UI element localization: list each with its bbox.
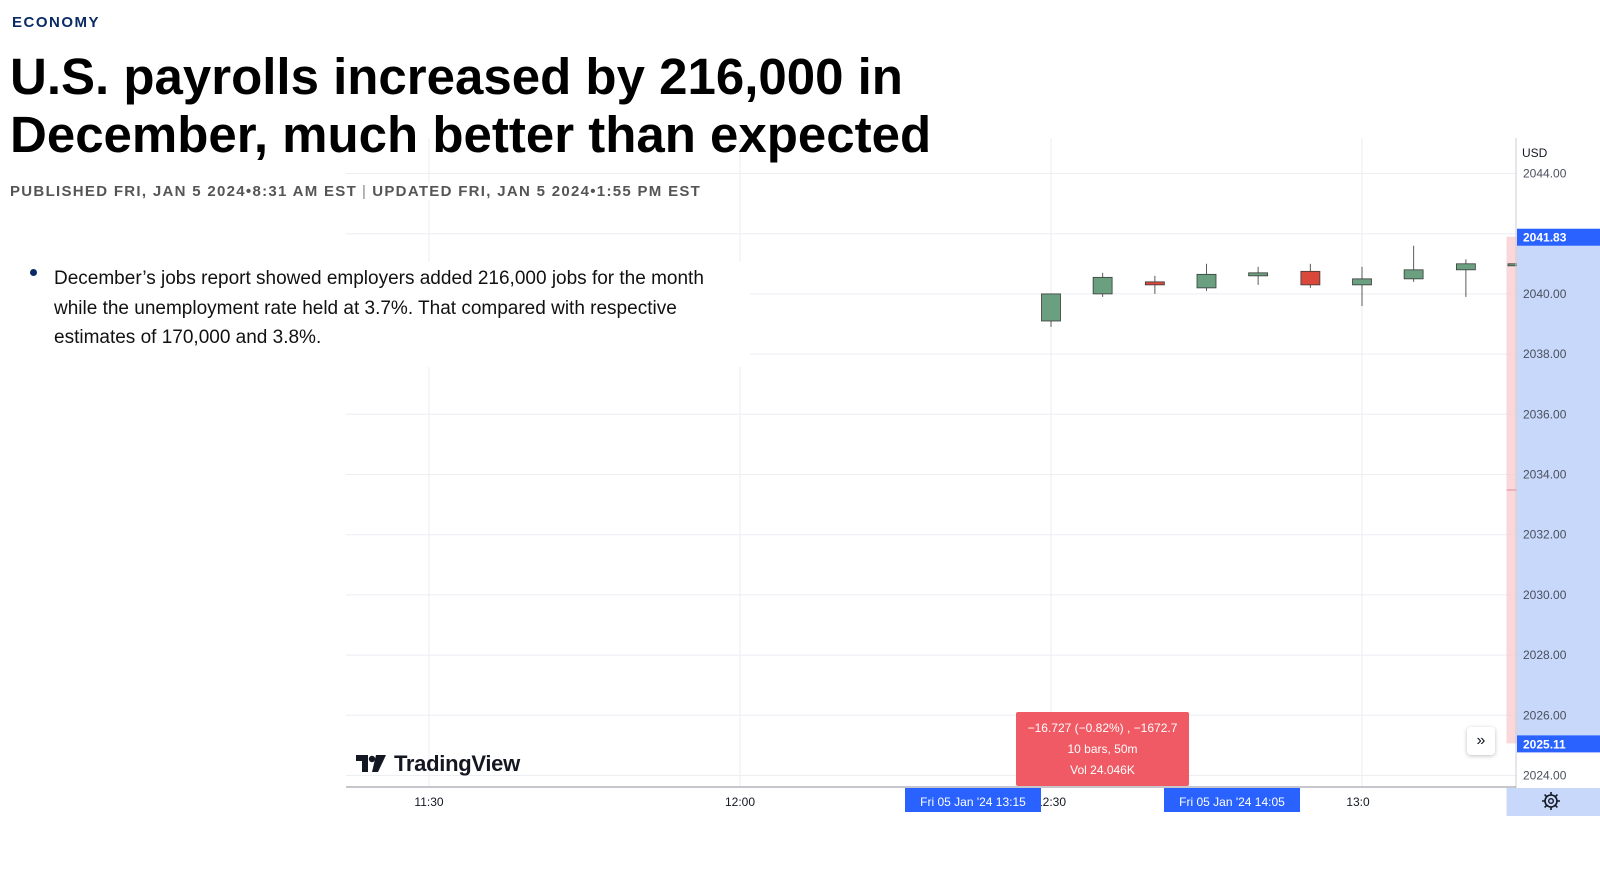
time-end-label: Fri 05 Jan '24 14:05 xyxy=(1179,795,1285,809)
measure-bars-text: 10 bars, 50m xyxy=(1067,742,1137,756)
price-axis-range-highlight xyxy=(1517,236,1600,744)
candle-body xyxy=(1403,269,1424,280)
range-low-badge xyxy=(1517,735,1600,753)
price-tick-label: 2040.00 xyxy=(1523,287,1567,301)
price-tick-label: 2036.00 xyxy=(1523,407,1567,421)
byline-separator: | xyxy=(362,183,368,200)
key-point-item: December’s jobs report showed employers … xyxy=(30,264,742,353)
measure-change-text: −16.727 (−0.82%) , −1672.7 xyxy=(1028,721,1178,735)
candle-body xyxy=(1352,278,1372,286)
time-tick-label: 11:30 xyxy=(414,795,443,809)
time-tick-label: 12:00 xyxy=(725,795,755,809)
price-tick-label: 2038.00 xyxy=(1523,347,1567,361)
candle-body xyxy=(1300,270,1321,286)
current-price-label: 2041.83 xyxy=(1523,231,1567,245)
published-time: PUBLISHED FRI, JAN 5 2024•8:31 AM EST xyxy=(10,183,358,200)
candle-body xyxy=(1196,273,1217,289)
gear-icon[interactable] xyxy=(1540,790,1562,812)
headline: U.S. payrolls increased by 216,000 in De… xyxy=(10,48,932,163)
tradingview-watermark: TradingView xyxy=(356,751,520,777)
price-tick-label: 2032.00 xyxy=(1523,528,1567,542)
price-tick-label: 2024.00 xyxy=(1523,769,1567,783)
bullet-icon xyxy=(30,269,37,276)
time-start-label: Fri 05 Jan '24 13:15 xyxy=(920,795,1026,809)
candle-body xyxy=(1041,293,1061,322)
time-start-badge xyxy=(905,788,1041,812)
candle-body xyxy=(1248,272,1269,277)
scroll-to-realtime-button[interactable]: » xyxy=(1467,727,1495,755)
candle-body xyxy=(1092,276,1113,295)
measure-volume-text: Vol 24.046K xyxy=(1070,763,1135,777)
double-chevron-right-icon: » xyxy=(1476,732,1486,749)
measure-info-box xyxy=(1016,712,1189,786)
time-tick-label: 12:30 xyxy=(1036,795,1066,809)
tradingview-name: TradingView xyxy=(394,751,520,776)
key-point-text: December’s jobs report showed employers … xyxy=(54,268,704,348)
range-low-label: 2025.11 xyxy=(1523,737,1566,751)
byline: PUBLISHED FRI, JAN 5 2024•8:31 AM EST | UP… xyxy=(10,183,708,200)
price-tick-label: 2044.00 xyxy=(1523,167,1567,181)
updated-time: UPDATED FRI, JAN 5 2024•1:55 PM EST xyxy=(372,183,702,200)
time-end-badge xyxy=(1164,788,1300,812)
price-tick-label: 2030.00 xyxy=(1523,588,1567,602)
price-tick-label: 2034.00 xyxy=(1523,468,1567,482)
key-points: December’s jobs report showed employers … xyxy=(22,262,750,367)
tradingview-logo-icon xyxy=(356,755,386,772)
price-axis-currency: USD xyxy=(1522,146,1548,160)
candle-body xyxy=(1455,263,1476,271)
candle-body xyxy=(1144,281,1165,286)
price-tick-label: 2028.00 xyxy=(1523,648,1567,662)
price-tick-label: 2026.00 xyxy=(1523,708,1567,722)
time-tick-label: 13:0 xyxy=(1346,795,1370,809)
current-price-badge xyxy=(1517,228,1600,246)
section-label[interactable]: ECONOMY xyxy=(12,14,101,31)
